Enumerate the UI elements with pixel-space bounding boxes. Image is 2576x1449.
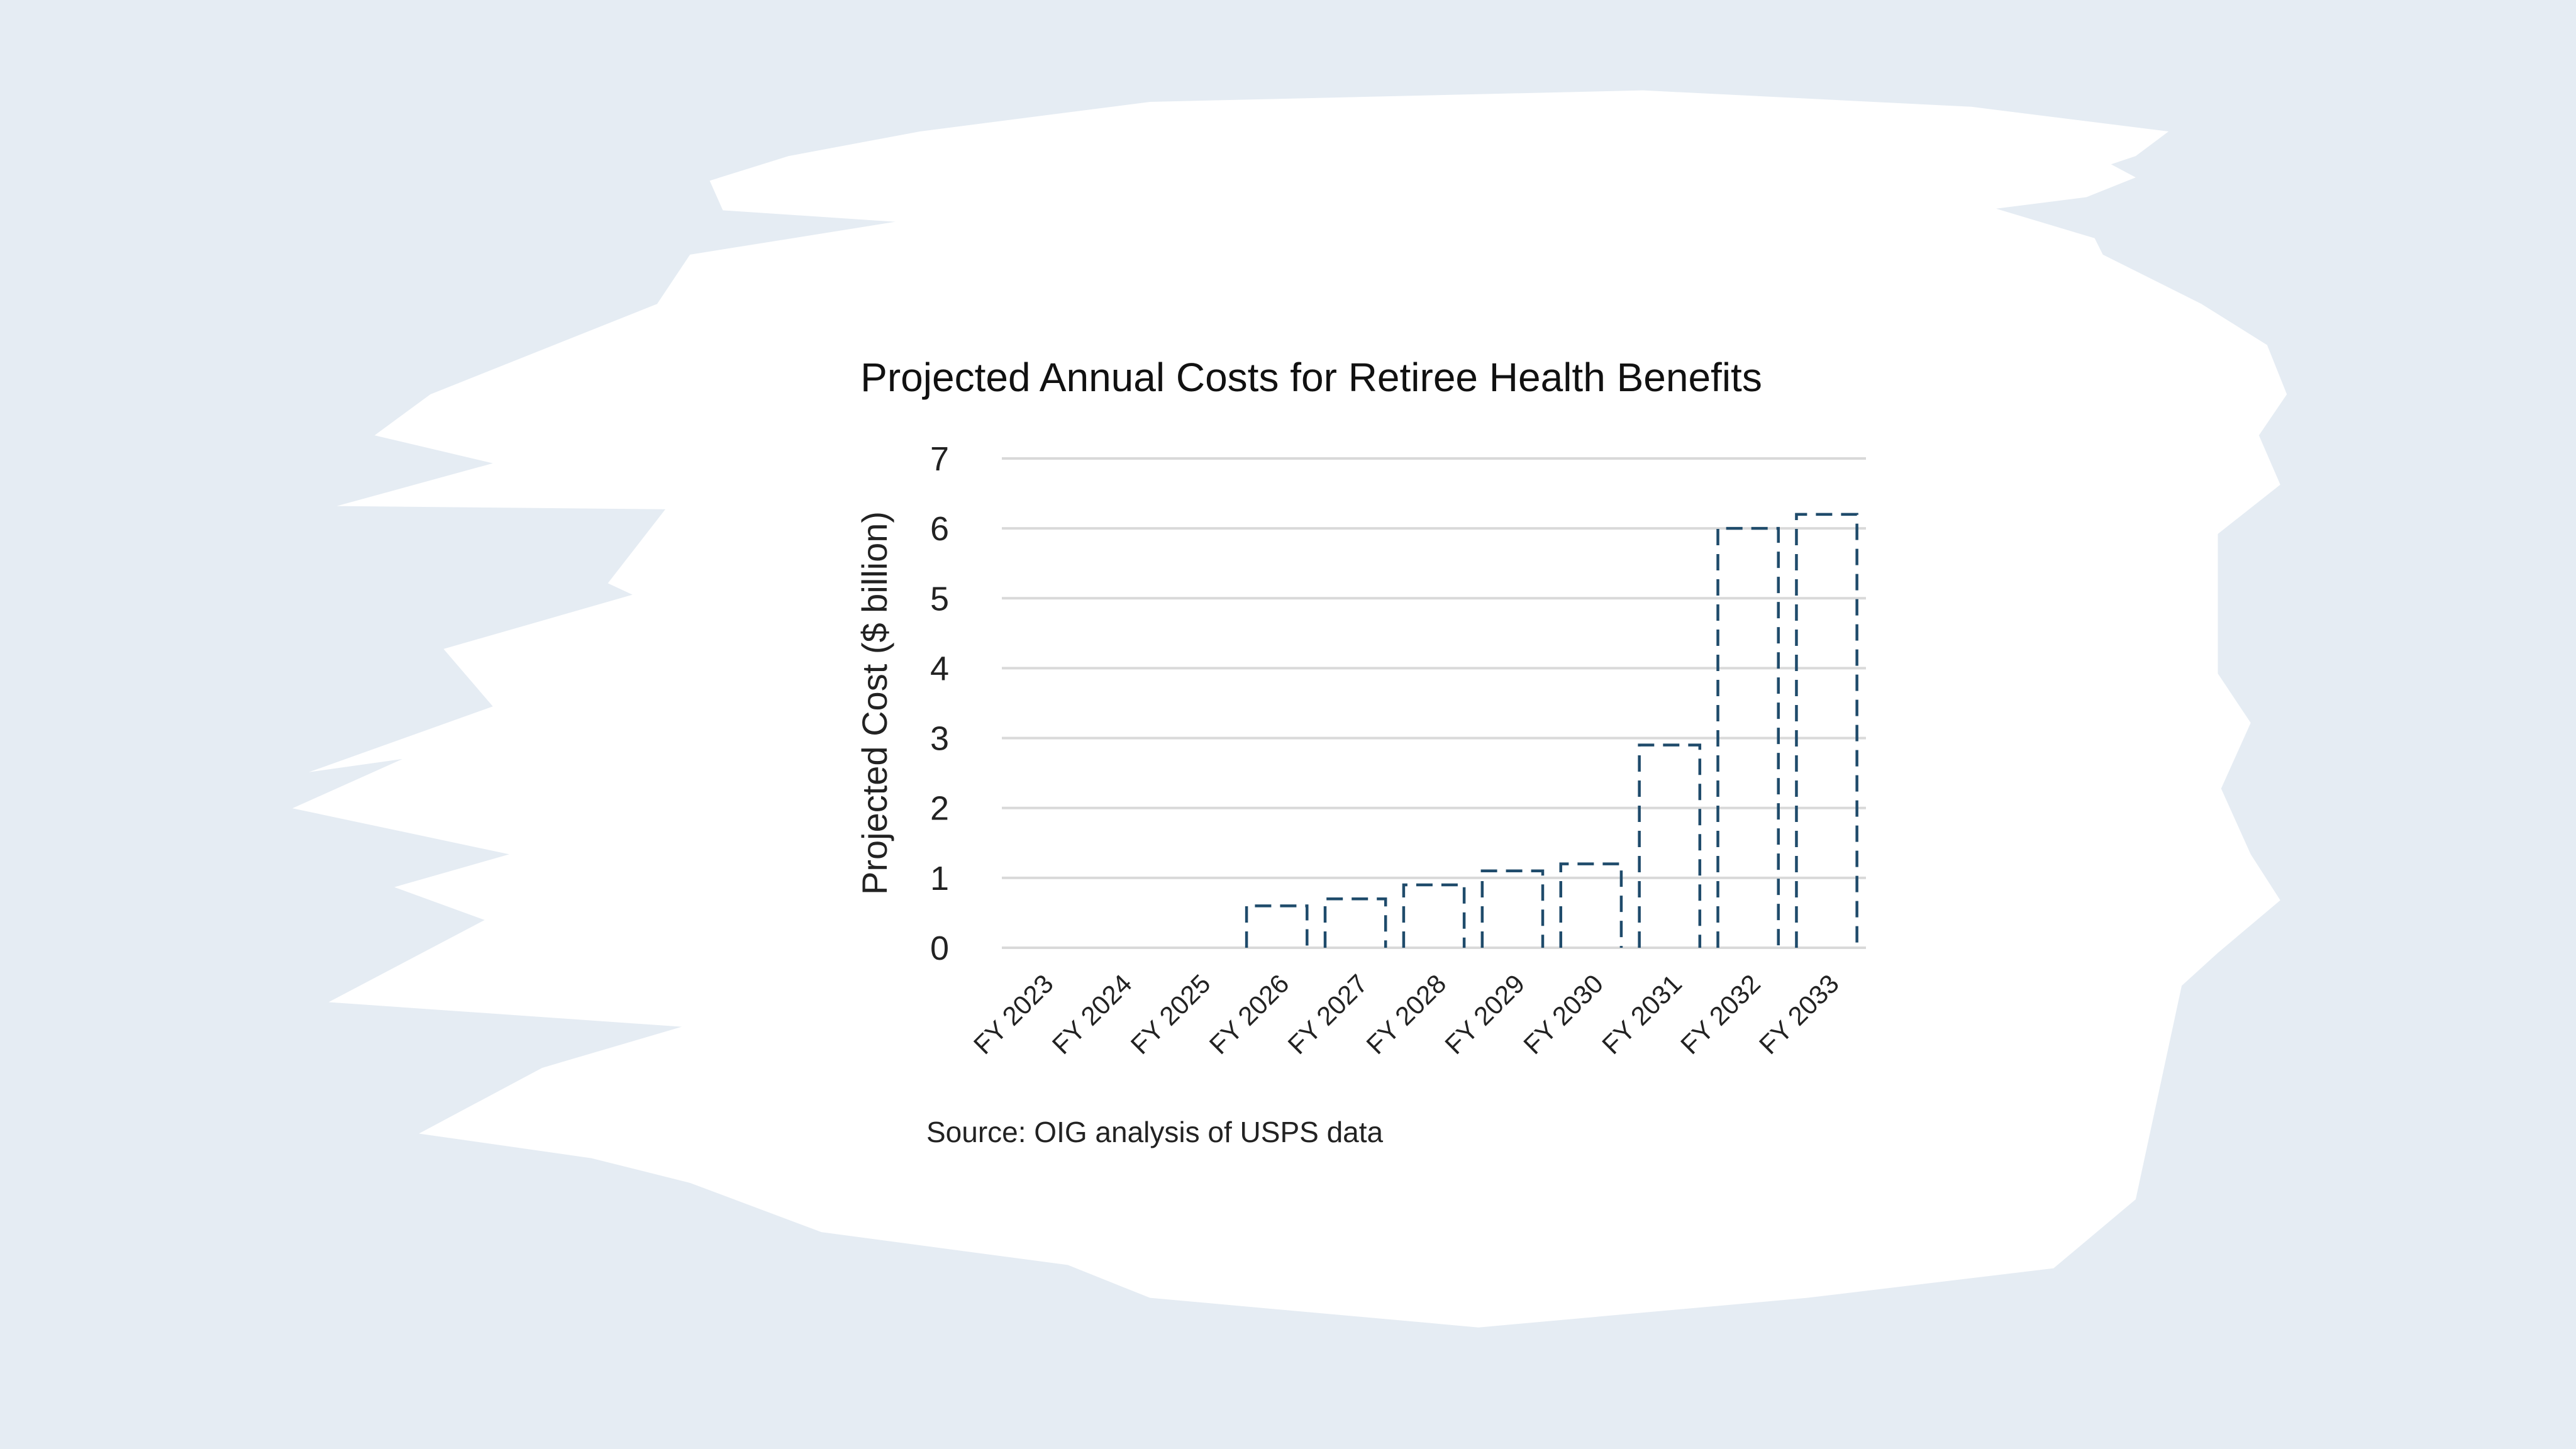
x-tick-label: FY 2033 bbox=[1753, 969, 1845, 1060]
x-tick-label: FY 2029 bbox=[1439, 969, 1530, 1060]
y-tick-label: 6 bbox=[930, 510, 949, 548]
y-tick-label: 0 bbox=[930, 930, 949, 967]
y-tick-label: 4 bbox=[930, 650, 949, 687]
y-tick-label: 5 bbox=[930, 580, 949, 618]
chart-title: Projected Annual Costs for Retiree Healt… bbox=[860, 355, 1762, 400]
x-tick-label: FY 2032 bbox=[1675, 969, 1766, 1060]
bar bbox=[1323, 897, 1387, 948]
bar bbox=[1559, 862, 1623, 948]
bar bbox=[1795, 513, 1858, 948]
y-tick-label: 1 bbox=[930, 860, 949, 897]
x-tick-label: FY 2030 bbox=[1518, 969, 1609, 1060]
x-tick-label: FY 2024 bbox=[1046, 969, 1138, 1060]
bar bbox=[1638, 743, 1702, 948]
bar bbox=[1245, 904, 1309, 948]
y-tick-labels: 0 1 2 3 4 5 6 7 bbox=[930, 440, 949, 967]
x-tick-label: FY 2026 bbox=[1204, 969, 1295, 1060]
bar bbox=[1402, 883, 1466, 948]
y-tick-label: 3 bbox=[930, 720, 949, 758]
bar bbox=[1480, 869, 1545, 948]
x-tick-label: FY 2025 bbox=[1125, 969, 1216, 1060]
x-tick-label: FY 2023 bbox=[968, 969, 1059, 1060]
bars bbox=[1245, 513, 1858, 948]
gridlines bbox=[1002, 457, 1866, 949]
x-tick-label: FY 2027 bbox=[1282, 969, 1373, 1060]
y-axis-label: Projected Cost ($ billion) bbox=[855, 511, 894, 895]
x-tick-label: FY 2028 bbox=[1360, 969, 1452, 1060]
x-tick-label: FY 2031 bbox=[1596, 969, 1687, 1060]
y-tick-label: 7 bbox=[930, 440, 949, 478]
bar bbox=[1716, 526, 1780, 948]
source-note: Source: OIG analysis of USPS data bbox=[926, 1116, 1384, 1148]
y-tick-label: 2 bbox=[930, 790, 949, 828]
